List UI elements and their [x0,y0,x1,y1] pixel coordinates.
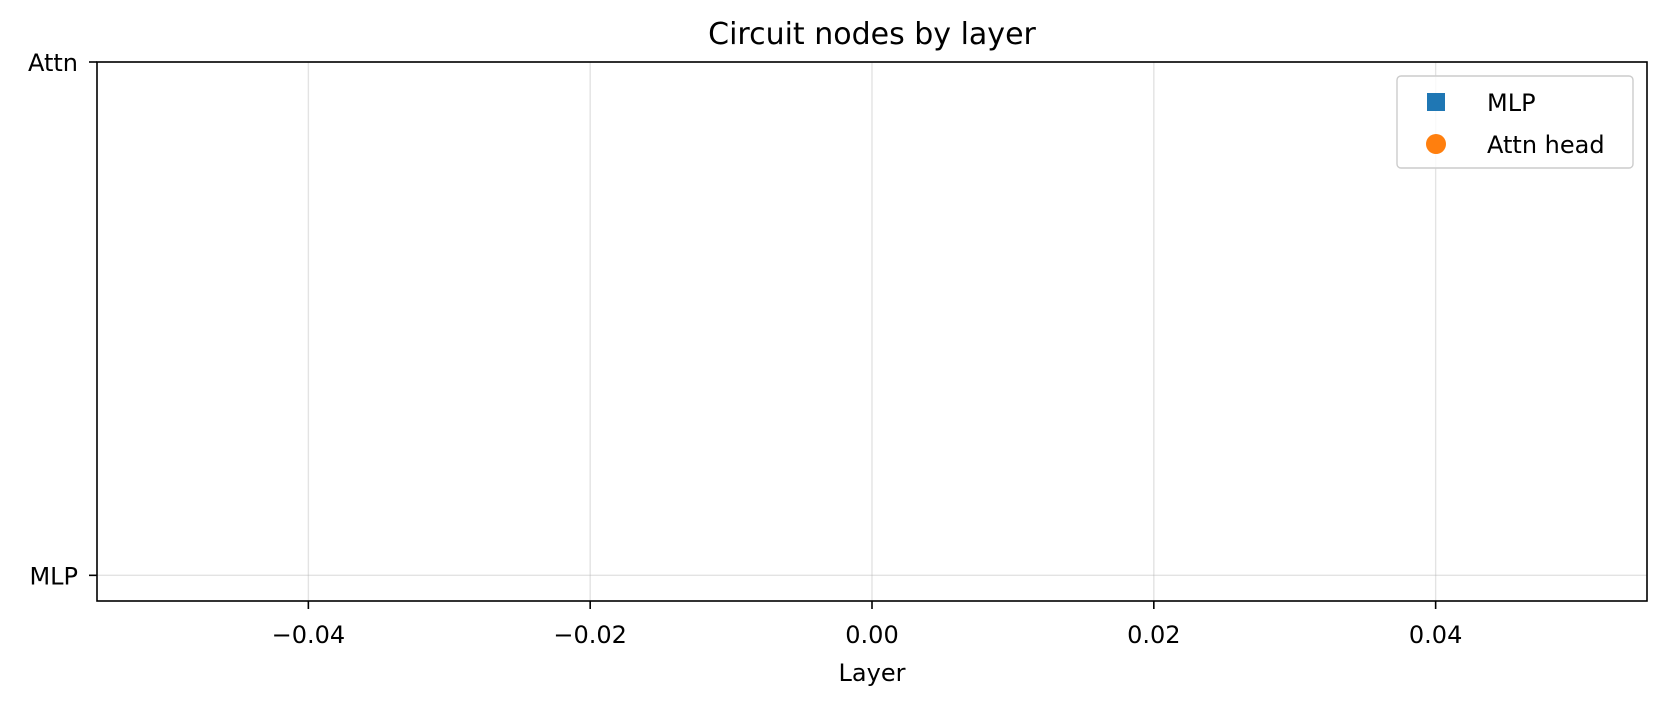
legend-label: MLP [1487,89,1536,117]
legend-frame [1396,75,1634,169]
y-tick-label: Attn [28,49,78,77]
x-axis-ticks: −0.04 −0.02 0.00 0.02 0.04 [272,601,1462,649]
x-tick-label: −0.04 [272,621,346,649]
legend: MLP Attn head [1396,75,1634,169]
plot-area [97,62,1647,601]
x-tick-label: 0.02 [1127,621,1180,649]
x-tick-label: 0.04 [1409,621,1462,649]
legend-marker-circle [1426,134,1446,154]
y-tick-label: MLP [29,562,78,590]
x-tick-label: −0.02 [553,621,627,649]
chart-title: Circuit nodes by layer [708,17,1036,52]
x-axis-label: Layer [839,659,906,687]
legend-label: Attn head [1487,131,1605,159]
y-axis-ticks: MLP Attn [28,49,97,590]
legend-marker-square [1427,93,1445,111]
x-tick-label: 0.00 [845,621,898,649]
